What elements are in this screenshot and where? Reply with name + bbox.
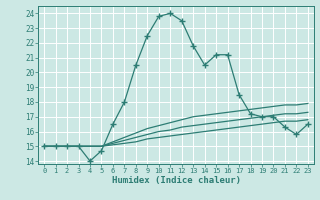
X-axis label: Humidex (Indice chaleur): Humidex (Indice chaleur) (111, 176, 241, 185)
